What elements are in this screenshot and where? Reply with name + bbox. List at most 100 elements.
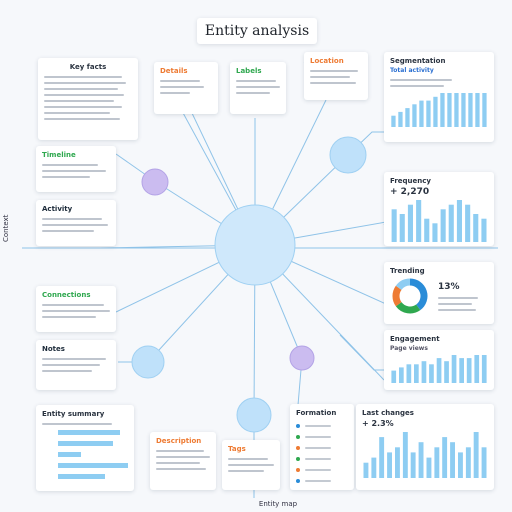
node-blue [131, 345, 165, 379]
frequency-bar [481, 218, 487, 242]
text-line [42, 170, 106, 172]
segmentation-bar [468, 93, 473, 127]
last-changes-bar [426, 457, 432, 478]
frequency-bar [432, 223, 438, 242]
last-changes-bar [418, 442, 424, 478]
text-line [44, 112, 110, 114]
text-line [42, 304, 104, 306]
last-changes-bar [458, 452, 463, 478]
frequency-bar [416, 200, 422, 242]
trending-value: 13% [438, 282, 460, 292]
hbar-fill [58, 474, 105, 479]
text-line [42, 370, 92, 372]
engagement-bar [444, 361, 449, 383]
node-purple [289, 345, 315, 371]
engagement-chart [391, 355, 487, 383]
segmentation-chart [391, 93, 487, 127]
card-title: Connections [42, 291, 91, 299]
card-title: Engagement [390, 335, 440, 343]
donut-slice [395, 301, 421, 314]
frequency-bar [391, 209, 397, 242]
last-changes-bar [387, 452, 392, 478]
last-changes-bar [363, 462, 369, 478]
hbar-track [58, 441, 128, 446]
last-changes-bar [410, 452, 416, 478]
segmentation-bar [461, 93, 466, 127]
frequency-value: + 2,270 [390, 187, 430, 197]
last-changes-bar [434, 447, 440, 478]
frequency-bar [456, 200, 462, 242]
text-line [310, 70, 358, 72]
text-line [156, 468, 206, 470]
card-title: Description [156, 437, 202, 445]
hbar-fill [58, 430, 121, 435]
text-line [156, 450, 204, 452]
frequency-bar [465, 204, 471, 242]
frequency-bar [473, 214, 479, 242]
text-line [160, 92, 190, 94]
card-title: Location [310, 57, 344, 65]
last-changes-bar [481, 447, 487, 478]
legend-dot-icon [296, 446, 300, 450]
text-line [44, 94, 124, 96]
card-key-facts: Key facts [38, 58, 138, 140]
text-line [390, 79, 452, 81]
card-description: Description [150, 432, 216, 490]
segmentation-bar [440, 93, 445, 127]
node-purple [141, 168, 169, 196]
card-title: Segmentation [390, 57, 446, 65]
engagement-bar [436, 358, 442, 383]
formation-legend [296, 423, 348, 484]
last-changes-bar [465, 447, 471, 478]
card-last-changes: Last changes + 2.3% [356, 404, 494, 490]
engagement-bar [391, 370, 397, 383]
last-changes-bar [402, 432, 408, 478]
card-connections: Connections [36, 286, 116, 332]
frequency-bar [424, 218, 430, 242]
node-blue [236, 397, 272, 433]
hbar-row [42, 462, 128, 469]
legend-text-line [305, 447, 331, 449]
last-changes-value: + 2.3% [362, 419, 394, 428]
card-title: Labels [236, 67, 262, 75]
text-line [44, 82, 126, 84]
engagement-bar [474, 355, 480, 383]
engagement-bar [459, 358, 464, 383]
legend-dot-icon [296, 457, 300, 461]
hbar-fill [58, 463, 128, 468]
frequency-bar [448, 204, 454, 242]
text-line [42, 364, 100, 366]
text-line [438, 309, 476, 311]
text-line [42, 230, 94, 232]
text-line [236, 86, 280, 88]
text-line [228, 458, 268, 460]
card-engagement: Engagement Page views [384, 330, 494, 390]
text-line [44, 106, 122, 108]
card-subtitle: Page views [390, 345, 428, 352]
hbar-fill [58, 452, 82, 457]
text-line [42, 224, 108, 226]
card-title: Notes [42, 345, 65, 353]
last-changes-bar [450, 442, 455, 478]
donut-slice [409, 278, 428, 311]
card-frequency: Frequency + 2,270 [384, 172, 494, 246]
card-title: Frequency [390, 177, 431, 185]
last-changes-bar [371, 457, 377, 478]
segmentation-bar [482, 93, 487, 127]
text-line [236, 80, 276, 82]
text-line [156, 462, 200, 464]
legend-dot-icon [296, 435, 300, 439]
card-timeline: Timeline [36, 146, 116, 192]
card-title: Key facts [69, 63, 107, 71]
segmentation-bar [426, 100, 431, 127]
hbar-track [58, 463, 128, 468]
segmentation-bar [412, 104, 417, 127]
legend-row [296, 456, 348, 462]
text-line [156, 456, 210, 458]
engagement-bar [406, 364, 412, 383]
text-line [42, 176, 90, 178]
legend-row [296, 423, 348, 429]
last-changes-bar [395, 447, 400, 478]
card-title: Formation [296, 409, 337, 417]
text-line [44, 88, 118, 90]
